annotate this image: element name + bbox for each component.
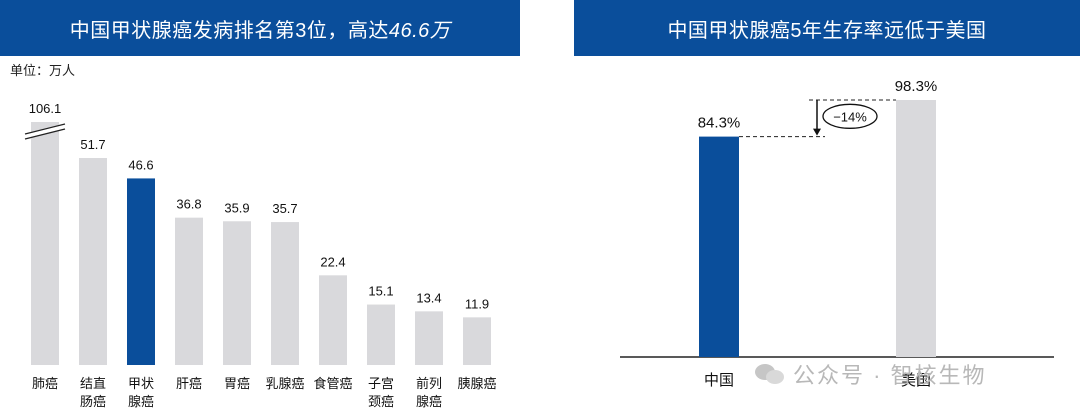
- value-label-1: 51.7: [80, 137, 105, 152]
- wechat-icon: [755, 362, 785, 386]
- category-label-1-0: 结直: [80, 376, 106, 391]
- value-label-6: 22.4: [320, 254, 345, 269]
- watermark-text: 公众号 · 智核生物: [793, 363, 987, 388]
- axis-break-gap: [24, 123, 66, 139]
- category-label-9-0: 胰腺癌: [457, 376, 496, 391]
- category-label-7-1: 颈癌: [368, 394, 394, 409]
- incidence-title-number: 46.6万: [388, 19, 451, 42]
- category-label-8-0: 前列: [416, 376, 442, 391]
- category-label-3-0: 肝癌: [176, 376, 202, 391]
- value-label-7: 15.1: [368, 284, 393, 299]
- difference-label-ellipse: [822, 103, 878, 129]
- watermark: 公众号 · 智核生物: [755, 354, 1055, 394]
- value-label-8: 13.4: [416, 290, 441, 305]
- axis-break-line-2: [24, 128, 66, 140]
- category-label-2-1: 腺癌: [128, 394, 154, 409]
- value-label-9: 11.9: [465, 296, 489, 311]
- value-label-0: 84.3%: [698, 115, 741, 132]
- category-label-2-0: 甲状: [128, 376, 154, 391]
- bar-6: [319, 275, 347, 365]
- value-label-3: 36.8: [176, 197, 201, 212]
- bar-1: [896, 100, 936, 357]
- value-label-0: 106.1: [29, 101, 62, 116]
- bar-3: [175, 217, 203, 365]
- bar-1: [79, 158, 107, 365]
- bar-7: [367, 304, 395, 365]
- category-label-5-0: 乳腺癌: [265, 376, 304, 391]
- bar-0: [31, 122, 59, 365]
- value-label-4: 35.9: [224, 200, 249, 215]
- category-label-6-0: 食管癌: [313, 376, 352, 391]
- survival-bar-chart: 84.3% 中国 98.3% 美国 −14%: [620, 78, 1054, 389]
- category-label-0-0: 肺癌: [32, 376, 58, 391]
- value-label-1: 98.3%: [895, 78, 938, 95]
- bar-9: [463, 317, 491, 365]
- value-label-2: 46.6: [128, 157, 153, 172]
- incidence-title-text: 中国甲状腺癌发病排名第3位，高达: [69, 19, 389, 42]
- unit-label: 单位：万人: [10, 63, 76, 78]
- difference-arrow-head: [813, 128, 821, 136]
- incidence-chart-panel: 中国甲状腺癌发病排名第3位，高达 46.6万 单位：万人 106.1 肺癌 51.7 结…: [0, 0, 520, 414]
- difference-label: −14%: [833, 109, 867, 124]
- category-label-8-1: 腺癌: [416, 394, 442, 409]
- category-label-0: 中国: [704, 372, 734, 389]
- survival-chart-title: 中国甲状腺癌5年生存率远低于美国: [574, 0, 1080, 56]
- incidence-chart-title: 中国甲状腺癌发病排名第3位，高达 46.6万: [0, 0, 520, 56]
- value-label-5: 35.7: [272, 201, 297, 216]
- survival-chart-panel: 中国甲状腺癌5年生存率远低于美国 84.3% 中国 98.3% 美国 −14%: [574, 0, 1080, 414]
- category-label-7-0: 子宫: [368, 376, 394, 391]
- axis-break-line-1: [24, 123, 66, 135]
- bar-0: [699, 136, 739, 357]
- bar-2: [127, 178, 155, 365]
- bar-5: [271, 222, 299, 365]
- category-label-1: 美国: [901, 372, 931, 389]
- bar-8: [415, 311, 443, 365]
- category-label-1-1: 肠癌: [80, 394, 106, 409]
- bar-4: [223, 221, 251, 365]
- category-label-4-0: 胃癌: [224, 376, 250, 391]
